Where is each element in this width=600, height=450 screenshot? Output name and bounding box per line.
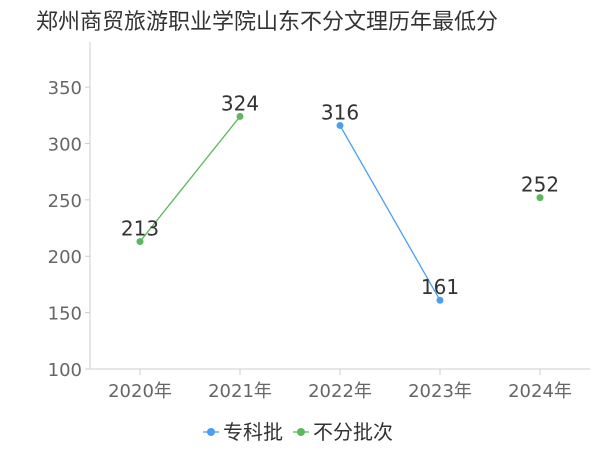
x-tick-label: 2020年 xyxy=(108,381,172,402)
data-label: 324 xyxy=(221,91,259,115)
y-tick-label: 250 xyxy=(48,191,82,212)
series-line-segment xyxy=(339,125,441,301)
x-tick-label: 2021年 xyxy=(208,381,272,402)
legend-label: 不分批次 xyxy=(313,420,393,444)
data-label: 316 xyxy=(321,100,359,124)
y-tick-label: 200 xyxy=(48,247,82,268)
y-tick-label: 350 xyxy=(48,78,82,99)
legend-marker xyxy=(297,428,305,436)
series-line-segment xyxy=(139,116,241,242)
x-tick-label: 2022年 xyxy=(308,381,372,402)
y-tick-label: 300 xyxy=(48,134,82,155)
data-point xyxy=(536,194,544,202)
chart-title: 郑州商贸旅游职业学院山东不分文理历年最低分 xyxy=(36,10,499,35)
data-point xyxy=(136,238,144,246)
x-tick-label: 2023年 xyxy=(408,381,472,402)
data-label: 213 xyxy=(121,217,159,241)
data-label: 161 xyxy=(421,275,459,299)
x-tick-label: 2024年 xyxy=(508,381,572,402)
y-tick-label: 100 xyxy=(48,360,82,381)
data-point xyxy=(436,296,444,304)
data-label: 252 xyxy=(521,173,559,197)
legend-label: 专科批 xyxy=(223,420,283,444)
legend-marker xyxy=(207,428,215,436)
y-tick-label: 150 xyxy=(48,304,82,325)
data-point xyxy=(336,121,344,129)
data-point xyxy=(236,112,244,120)
